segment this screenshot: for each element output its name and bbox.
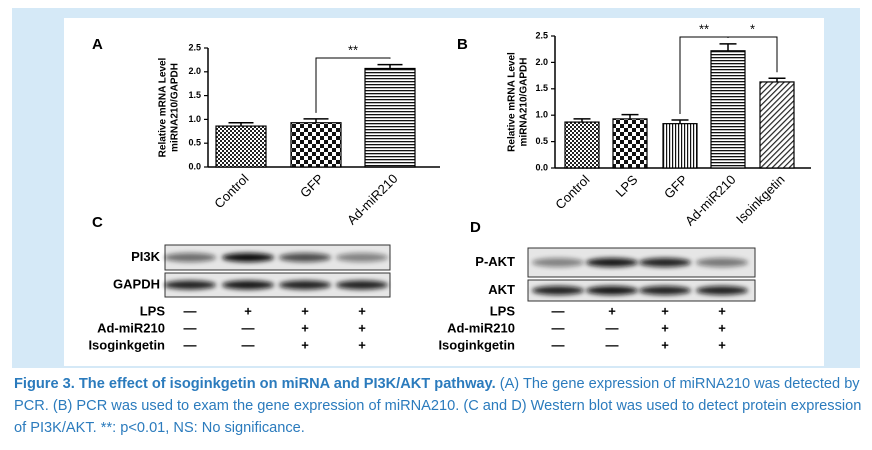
treatment-sign: + — [718, 303, 726, 318]
y-tick-label: 0.0 — [535, 162, 548, 172]
treatment-sign: + — [358, 303, 366, 318]
blot-band — [586, 286, 638, 295]
blot-row-label: GAPDH — [113, 276, 160, 291]
treatment-sign: — — [606, 337, 619, 352]
blot-band — [164, 253, 216, 262]
treatment-sign: + — [301, 320, 309, 335]
treatment-sign: — — [606, 320, 619, 335]
y-tick-label: 0.5 — [535, 136, 548, 146]
blot-band — [696, 258, 748, 267]
treatment-label: Ad-miR210 — [97, 320, 165, 335]
treatment-sign: + — [608, 303, 616, 318]
treatment-sign: + — [301, 337, 309, 352]
caption-title: Figure 3. The effect of isoginkgetin on … — [14, 376, 496, 392]
treatment-sign: + — [244, 303, 252, 318]
blot-band — [336, 280, 388, 290]
blot-row-label: AKT — [488, 282, 515, 297]
blot-row-label: PI3K — [131, 249, 161, 264]
y-tick-label: 1.0 — [535, 110, 548, 120]
caption: Figure 3. The effect of isoginkgetin on … — [14, 373, 864, 439]
blot-band — [336, 253, 388, 262]
y-tick-label: 1.5 — [535, 83, 548, 93]
blot-band — [222, 280, 274, 290]
y-tick-label: 2.5 — [535, 30, 548, 40]
treatment-sign: — — [242, 337, 255, 352]
treatment-sign: + — [358, 337, 366, 352]
blot-band — [639, 286, 691, 295]
treatment-sign: + — [661, 337, 669, 352]
blot-band — [696, 286, 748, 295]
bar — [759, 81, 795, 169]
caption-text: (A) The gene expression of miRNA210 was … — [14, 376, 862, 436]
treatment-sign: + — [718, 337, 726, 352]
treatment-sign: — — [184, 320, 197, 335]
significance-label: * — [750, 21, 755, 36]
panel-label: C — [92, 214, 103, 231]
bar — [290, 122, 342, 168]
treatment-label: LPS — [490, 303, 516, 318]
treatment-label: Ad-miR210 — [447, 320, 515, 335]
treatment-sign: — — [184, 303, 197, 318]
y-tick-label: 2.0 — [188, 66, 201, 76]
treatment-sign: — — [242, 320, 255, 335]
treatment-label: Isoginkgetin — [88, 337, 165, 352]
panel-label: B — [457, 36, 468, 53]
blot-band — [639, 258, 691, 267]
y-tick-label: 0.0 — [188, 161, 201, 171]
y-tick-label: 1.0 — [188, 114, 201, 124]
y-axis-label: Relative mRNA Level — [507, 52, 518, 152]
bar — [364, 67, 416, 168]
blot-band — [532, 258, 584, 267]
significance-bracket — [315, 57, 391, 113]
significance-label: ** — [699, 21, 709, 36]
significance-bracket — [727, 36, 778, 73]
treatment-sign: + — [358, 320, 366, 335]
treatment-sign: + — [661, 303, 669, 318]
y-tick-label: 1.5 — [188, 90, 201, 100]
blot-band — [586, 258, 638, 267]
panel-label: A — [92, 36, 103, 53]
blot-band — [222, 253, 274, 262]
treatment-sign: + — [661, 320, 669, 335]
treatment-sign: — — [184, 337, 197, 352]
figure-image — [64, 18, 824, 366]
bar — [662, 123, 698, 169]
bar — [215, 125, 267, 168]
blot-band — [279, 253, 331, 262]
bar — [710, 50, 746, 169]
treatment-label: Isoginkgetin — [438, 337, 515, 352]
y-axis-label: miRNA210/GAPDH — [170, 63, 181, 152]
y-tick-label: 0.5 — [188, 138, 201, 148]
panel-label: D — [470, 219, 481, 236]
blot-band — [164, 280, 216, 290]
treatment-label: LPS — [140, 303, 166, 318]
treatment-sign: — — [552, 320, 565, 335]
y-axis-label: Relative mRNA Level — [158, 57, 169, 157]
y-tick-label: 2.5 — [188, 42, 201, 52]
y-tick-label: 2.0 — [535, 57, 548, 67]
blot-row-label: P-AKT — [475, 254, 515, 269]
treatment-sign: — — [552, 337, 565, 352]
significance-label: ** — [348, 42, 358, 57]
blot-band — [279, 280, 331, 290]
treatment-sign: + — [718, 320, 726, 335]
bar — [564, 121, 600, 169]
blot-band — [532, 286, 584, 295]
bar — [612, 118, 648, 169]
treatment-sign: — — [552, 303, 565, 318]
y-axis-label: miRNA210/GAPDH — [519, 58, 530, 147]
treatment-sign: + — [301, 303, 309, 318]
